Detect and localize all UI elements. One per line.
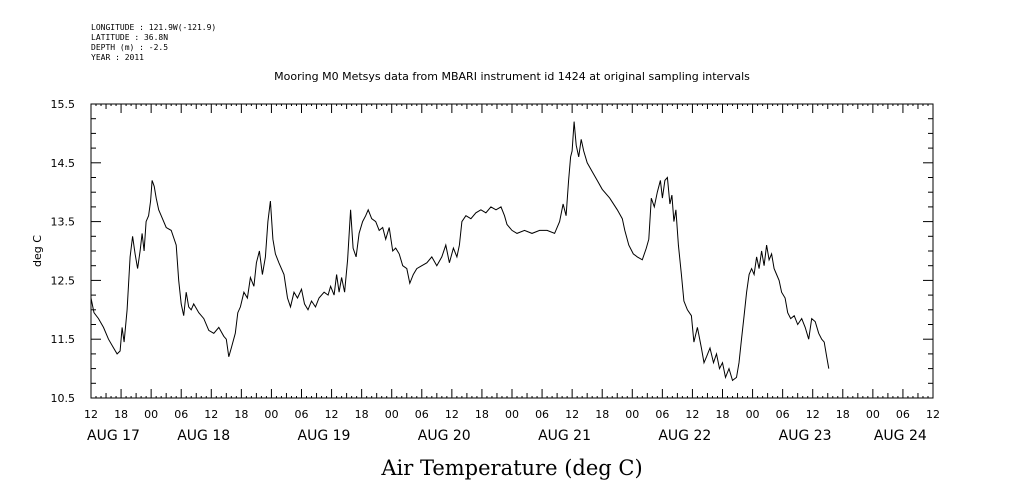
- x-tick-label: 00: [746, 408, 760, 421]
- x-axis-label: Air Temperature (deg C): [380, 456, 642, 480]
- header-depth: DEPTH (m) : -2.5: [91, 43, 168, 52]
- x-tick-label: 00: [385, 408, 399, 421]
- x-tick-label: 12: [84, 408, 98, 421]
- y-axis-label: deg C: [31, 235, 44, 267]
- x-tick-label: 06: [415, 408, 429, 421]
- x-tick-label: 00: [144, 408, 158, 421]
- x-tick-label: 18: [234, 408, 248, 421]
- x-tick-label: 00: [866, 408, 880, 421]
- x-tick-label: 12: [806, 408, 820, 421]
- x-tick-label: 12: [325, 408, 339, 421]
- x-tick-label: 12: [204, 408, 218, 421]
- x-tick-label: 06: [896, 408, 910, 421]
- x-day-label: AUG 17: [87, 428, 140, 444]
- x-tick-label: 12: [565, 408, 579, 421]
- x-tick-label: 00: [264, 408, 278, 421]
- chart-title: Mooring M0 Metsys data from MBARI instru…: [274, 70, 750, 83]
- x-tick-label: 18: [475, 408, 489, 421]
- x-tick-label: 12: [685, 408, 699, 421]
- y-tick-label: 15.5: [51, 98, 76, 111]
- x-day-label: AUG 23: [779, 428, 832, 444]
- x-tick-label: 06: [655, 408, 669, 421]
- plot-frame: [90, 103, 934, 399]
- x-day-label: AUG 24: [874, 428, 927, 444]
- x-day-label: AUG 22: [658, 428, 711, 444]
- x-tick-label: 06: [535, 408, 549, 421]
- x-tick-label: 18: [836, 408, 850, 421]
- y-tick-label: 10.5: [51, 392, 76, 405]
- x-tick-label: 12: [926, 408, 940, 421]
- header-longitude: LONGITUDE : 121.9W(-121.9): [91, 23, 216, 32]
- y-tick-label: 14.5: [51, 157, 76, 170]
- x-tick-label: 12: [445, 408, 459, 421]
- x-day-label: AUG 21: [538, 428, 591, 444]
- x-tick-label: 18: [716, 408, 730, 421]
- x-tick-label: 18: [595, 408, 609, 421]
- x-day-label: AUG 18: [177, 428, 230, 444]
- x-day-label: AUG 20: [418, 428, 471, 444]
- x-tick-label: 06: [776, 408, 790, 421]
- x-tick-label: 18: [114, 408, 128, 421]
- header-info: LONGITUDE : 121.9W(-121.9) LATITUDE : 36…: [91, 23, 216, 62]
- x-tick-label: 18: [355, 408, 369, 421]
- x-tick-label: 00: [505, 408, 519, 421]
- y-tick-label: 11.5: [51, 333, 76, 346]
- x-axis: 12 18 00 06 12 18 00 06 12 18 00 06 12 18 00 06 12 18 00 06…: [84, 104, 940, 444]
- x-tick-label: 06: [295, 408, 309, 421]
- series-line: [90, 121, 830, 382]
- x-day-label: AUG 19: [298, 428, 351, 444]
- x-tick-label: 06: [174, 408, 188, 421]
- x-tick-label: 00: [625, 408, 639, 421]
- y-tick-label: 12.5: [51, 274, 76, 287]
- header-year: YEAR : 2011: [91, 53, 144, 62]
- y-tick-label: 13.5: [51, 216, 76, 229]
- header-latitude: LATITUDE : 36.8N: [91, 33, 168, 42]
- y-axis: 15.5 14.5 13.5 12.5 11.5 10.5: [51, 98, 933, 405]
